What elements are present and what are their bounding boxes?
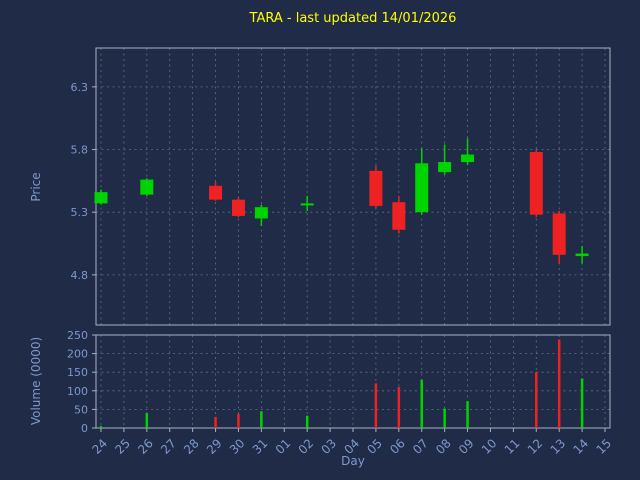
x-tick-label: 04 [341,436,362,457]
x-tick-label: 01 [273,436,294,457]
volume-tick-label: 50 [74,403,88,416]
candle-body [461,154,475,163]
volume-bar [374,383,378,428]
volume-bar [145,413,149,428]
candle [575,246,589,264]
volume-bar [214,416,217,428]
volume-bar [466,401,469,428]
price-tick-label: 5.3 [71,206,89,219]
x-tick-label: 02 [296,436,317,457]
x-tick-label: 09 [456,436,477,457]
price-panel [95,47,611,326]
candle [369,165,383,209]
volume-tick-label: 150 [67,366,88,379]
volume-bar [397,387,401,428]
candle [438,144,452,175]
candle-body [438,162,452,173]
x-tick-label: 24 [89,436,110,457]
candle-body [140,179,154,195]
price-tick-label: 6.3 [71,81,89,94]
candle-body [300,203,314,206]
volume-bar [260,411,263,428]
x-tick-label: 07 [410,436,431,457]
volume-panel [95,334,611,429]
x-tick-label: 29 [204,436,225,457]
candle [231,197,245,218]
volume-tick-label: 0 [81,422,88,435]
x-tick-label: 26 [135,436,156,457]
candle-body [529,152,543,215]
volume-tick-label: 200 [67,348,88,361]
x-tick-label: 30 [227,436,248,457]
price-tick-label: 5.8 [71,144,89,157]
volume-bar [305,415,309,428]
candles-layer [94,138,589,264]
x-tick-label: 31 [250,436,271,457]
chart-title: TARA - last updated 14/01/2026 [249,11,457,26]
candle-body [231,199,245,216]
candle-body [575,253,589,257]
candle-body [552,213,566,255]
x-tick-label: 13 [548,436,569,457]
candle [209,182,223,201]
x-tick-label: 12 [525,436,546,457]
x-tick-label: 25 [112,436,133,457]
x-tick-label: 08 [433,436,454,457]
volume-layer [99,339,584,428]
candle [300,195,314,211]
x-tick-label: 10 [479,436,500,457]
x-tick-label: 27 [158,436,179,457]
candle-body [392,202,406,230]
candle [529,149,543,218]
x-tick-label: 06 [387,436,408,457]
volume-bar [420,379,423,428]
volume-bar [557,339,561,428]
candle [552,210,566,264]
candle [415,148,429,215]
volume-bar [535,372,538,428]
x-tick-label: 15 [593,436,614,457]
x-axis-label: Day [341,454,365,468]
candle-body [369,170,383,206]
candle [461,138,475,165]
volume-bar [99,426,103,428]
volume-bar [580,378,584,428]
candle-body [94,192,108,204]
candle-body [415,163,429,213]
volume-bar [237,413,240,428]
x-tick-label: 28 [181,436,202,457]
grid-layer [96,48,610,428]
x-tick-label: 14 [571,436,592,457]
x-tick-label: 03 [319,436,340,457]
candle [254,204,268,226]
x-tick-label: 11 [502,436,523,457]
candle [94,189,108,205]
price-tick-label: 4.8 [71,269,89,282]
candle-body [254,207,268,219]
x-tick-label: 05 [364,436,385,457]
volume-bar [443,408,446,428]
candle [140,178,154,196]
candle-body [209,185,223,200]
volume-tick-label: 250 [67,329,88,342]
candle [392,195,406,234]
volume-tick-label: 100 [67,385,88,398]
